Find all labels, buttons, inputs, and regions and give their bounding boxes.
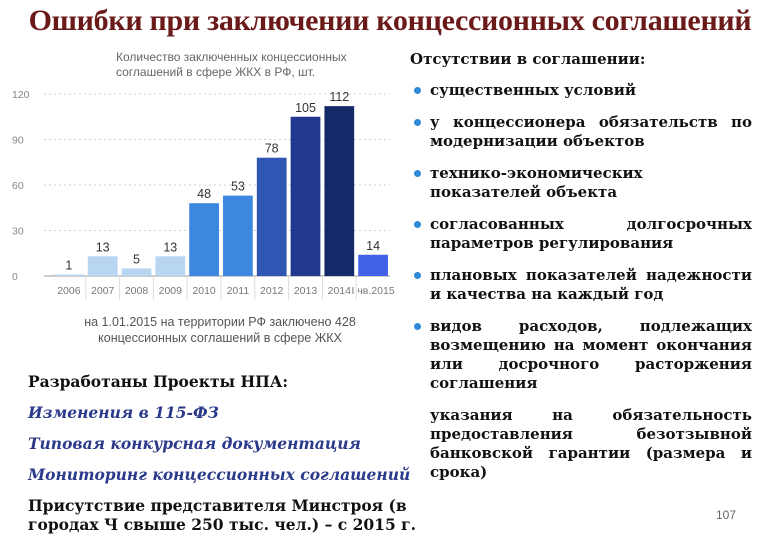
chart-title: Количество заключенных концессионных сог… <box>116 50 347 79</box>
note-representative: Присутствие представителя Минстроя (в го… <box>28 496 417 534</box>
x-tick-label: 2014 <box>328 285 352 297</box>
note-tender-docs: Типовая конкурсная документация <box>28 434 361 453</box>
x-tick-label: 2011 <box>227 285 250 297</box>
bar <box>223 195 253 276</box>
x-tick-label: 2013 <box>294 285 318 297</box>
list-item: согласованных долгосрочных параметров ре… <box>410 215 752 253</box>
bar-value-label: 53 <box>231 180 245 194</box>
bar-value-label: 13 <box>163 240 177 254</box>
developed-heading: Разработаны Проекты НПА: <box>28 372 289 391</box>
note-monitoring: Мониторинг концессионных соглашений <box>28 465 411 484</box>
y-tick-label: 120 <box>12 89 30 101</box>
list-item: видов расходов, подлежащих возмещению на… <box>410 317 752 393</box>
bar <box>54 274 84 276</box>
bar-value-label: 78 <box>265 142 279 156</box>
slide-title: Ошибки при заключении концессионных согл… <box>28 4 752 37</box>
y-tick-label: 60 <box>12 180 24 192</box>
bar-chart: Количество заключенных концессионных сог… <box>0 44 400 360</box>
bar-value-label: 1 <box>65 258 72 272</box>
bar <box>324 106 355 276</box>
bar-value-label: 112 <box>329 90 349 104</box>
bar <box>121 268 152 276</box>
right-panel: Отсутствии в соглашении: существенных ус… <box>410 50 752 482</box>
bar <box>189 203 219 276</box>
y-tick-label: 30 <box>12 226 24 238</box>
note-change-law: Изменения в 115-ФЗ <box>28 403 219 422</box>
bar-value-label: 48 <box>197 187 211 201</box>
bar <box>290 116 321 276</box>
bar-value-label: 105 <box>295 101 316 115</box>
chart-plot: 0 30 60 90 120 1 2006 13 2007 5 2008 13 2009 48 2010 53… <box>12 89 395 300</box>
list-continuation: указания на обязательность предоставлени… <box>430 406 752 481</box>
bar <box>87 256 118 276</box>
right-heading: Отсутствии в соглашении: <box>410 50 646 68</box>
y-tick-label: 90 <box>12 135 24 147</box>
page-number: 107 <box>716 508 737 522</box>
x-tick-label: 2006 <box>57 285 81 297</box>
condition-list: существенных условий у концессионера обя… <box>410 81 752 393</box>
x-tick-label: 2008 <box>125 285 149 297</box>
bar <box>256 157 287 276</box>
x-tick-label: 2010 <box>192 285 216 297</box>
x-tick-label: I чв.2015 <box>352 285 395 297</box>
chart-footnote: на 1.01.2015 на территории РФ заключено … <box>84 315 356 345</box>
bar <box>155 256 186 276</box>
y-tick-label: 0 <box>12 271 18 283</box>
list-item: технико-экономических показателей объект… <box>410 164 752 202</box>
x-tick-label: 2009 <box>159 285 183 297</box>
bar-value-label: 13 <box>96 240 110 254</box>
x-tick-label: 2012 <box>260 285 284 297</box>
bar <box>358 254 388 276</box>
bar-value-label: 14 <box>366 239 380 253</box>
bar-value-label: 5 <box>133 252 140 266</box>
list-item: существенных условий <box>410 81 752 100</box>
list-item: у концессионера обязательств по модерниз… <box>410 113 752 151</box>
x-tick-label: 2007 <box>91 285 115 297</box>
list-item: плановых показателей надежности и качест… <box>410 266 752 304</box>
left-notes: Разработаны Проекты НПА: Изменения в 115… <box>28 372 418 534</box>
